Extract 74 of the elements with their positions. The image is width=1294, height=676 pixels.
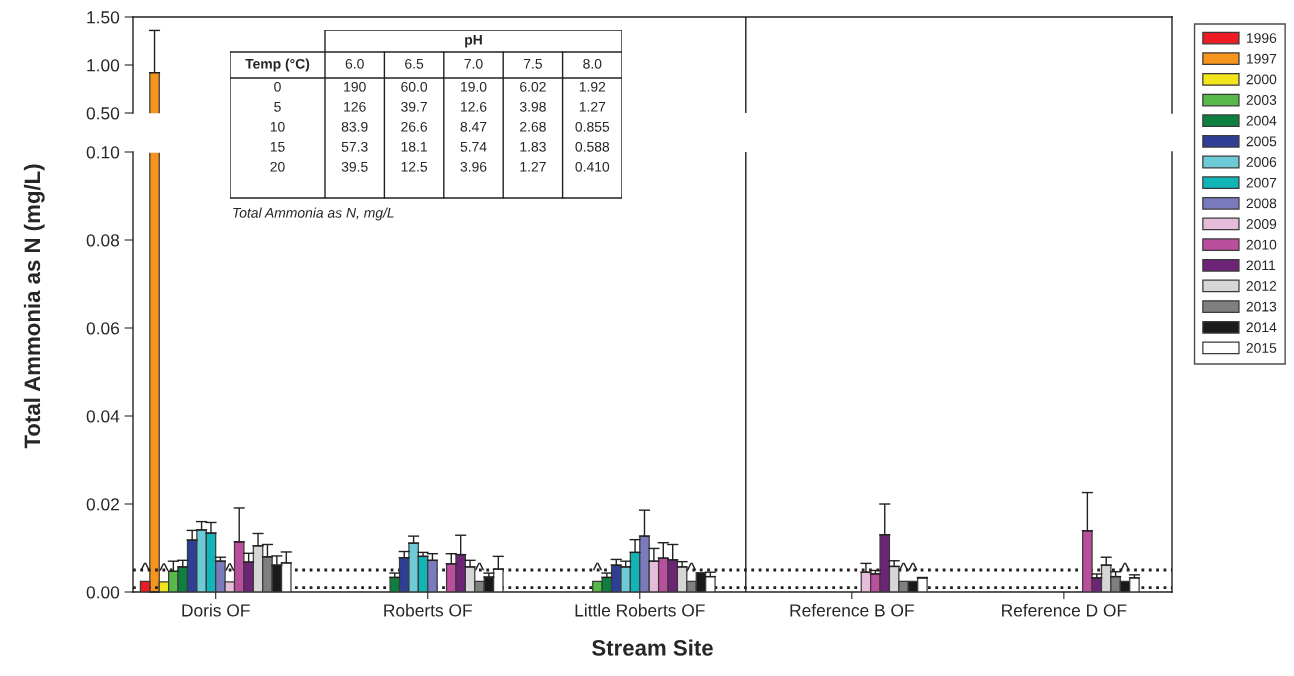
- y-tick-label: 0.06: [86, 322, 120, 335]
- legend-label: 2013: [1246, 301, 1277, 312]
- annotation: 39.5: [341, 161, 368, 172]
- y-tick-label: 1.50: [87, 11, 120, 24]
- y-tick-label: 0.00: [86, 586, 120, 599]
- text: 8.47: [460, 121, 487, 132]
- y-axis-title: Total Ammonia as N (mg/L): [23, 164, 45, 449]
- legend-label: 2008: [1246, 198, 1277, 209]
- annotation: 0: [274, 81, 281, 92]
- text: 83.9: [341, 121, 368, 132]
- text: 5.74: [460, 142, 487, 152]
- x-tick-label: Little Roberts OF: [575, 603, 705, 617]
- data-label: ^: [908, 562, 918, 571]
- legend-label: 1997: [1246, 53, 1277, 64]
- y-tick-label: 0.04: [86, 410, 120, 423]
- annotation: 12.5: [401, 161, 428, 172]
- annotation: 7.5: [523, 59, 542, 69]
- x-tick-label: Reference D OF: [1002, 603, 1127, 617]
- legend-label: 2011: [1246, 260, 1276, 271]
- text: 10: [270, 121, 285, 132]
- y-tick-label: 0.02: [86, 498, 119, 511]
- legend-label: 2003: [1246, 95, 1277, 105]
- y-tick-label: 0.10: [86, 146, 120, 159]
- annotation: 126: [344, 101, 366, 112]
- legend-label: 2012: [1246, 281, 1277, 291]
- annotation: 0.410: [575, 161, 610, 172]
- y-tick-label: 1.00: [87, 59, 120, 72]
- annotation: 6.0: [345, 58, 364, 69]
- data-label: ^: [592, 562, 603, 571]
- annotation: 60.0: [401, 81, 428, 92]
- data-label: ^: [686, 562, 697, 571]
- text: 57.3: [341, 141, 368, 152]
- annotation: 1.27: [520, 161, 546, 172]
- legend-label: 2015: [1246, 343, 1277, 353]
- legend-label: 2006: [1246, 157, 1277, 167]
- annotation: 19.0: [461, 81, 487, 92]
- legend-label: 2007: [1246, 177, 1277, 188]
- annotation: 8.0: [583, 58, 602, 69]
- legend-label: 2000: [1246, 74, 1277, 85]
- y-tick-label: 0.50: [86, 107, 120, 120]
- annotation: 5: [274, 102, 281, 112]
- annotation: 20: [270, 161, 285, 172]
- annotation: 6.5: [405, 58, 424, 69]
- annotation: 39.7: [401, 101, 427, 112]
- text: 18.1: [401, 141, 427, 152]
- y-tick-label: 0.08: [86, 234, 120, 247]
- annotation: 1.92: [579, 81, 606, 92]
- legend-label: 1996: [1246, 33, 1277, 43]
- annotation: 190: [344, 81, 366, 92]
- text: 15: [270, 142, 285, 152]
- annotation: Total Ammonia as N, mg/L: [233, 207, 394, 221]
- annotation: 3.96: [460, 161, 487, 172]
- annotation: 1.27: [579, 101, 606, 112]
- annotation: 6.02: [520, 81, 546, 92]
- annotation: 3.98: [519, 101, 546, 112]
- legend-label: 2005: [1246, 136, 1277, 147]
- text: 1.83: [520, 141, 546, 152]
- legend-label: 2010: [1246, 239, 1277, 250]
- annotation: Temp (°C): [245, 58, 310, 72]
- x-tick-label: Reference B OF: [790, 603, 914, 617]
- legend-label: 2009: [1246, 219, 1277, 229]
- annotation: 12.6: [461, 101, 487, 112]
- legend-label: 2004: [1246, 115, 1277, 126]
- legend-label: 2014: [1246, 322, 1277, 333]
- data-label: ^: [474, 562, 485, 571]
- annotation: 7.0: [464, 58, 483, 69]
- text: 0.855: [575, 121, 610, 132]
- x-tick-label: Roberts OF: [384, 603, 472, 617]
- annotation: pH: [465, 35, 482, 48]
- text: 26.6: [401, 121, 428, 132]
- x-axis-title: Stream Site: [592, 639, 713, 656]
- text: 2.68: [520, 121, 546, 132]
- text: 0.588: [575, 141, 610, 152]
- x-tick-label: Doris OF: [182, 603, 250, 617]
